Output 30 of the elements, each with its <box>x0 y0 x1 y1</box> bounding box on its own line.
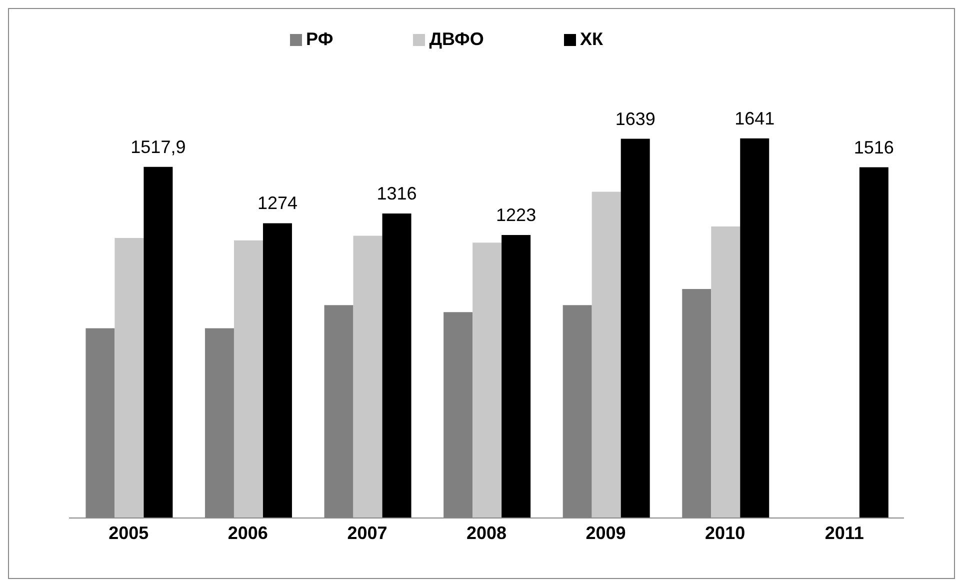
x-tick-label: 2007 <box>347 522 388 543</box>
data-label: 1274 <box>257 193 298 214</box>
legend-label: ДВФО <box>429 29 484 49</box>
bar <box>144 166 173 518</box>
x-tick-label: 2008 <box>466 522 507 543</box>
bar <box>472 242 502 518</box>
bar <box>502 235 531 518</box>
x-tick-label: 2010 <box>705 522 746 543</box>
bar <box>711 226 740 518</box>
bar <box>114 238 144 518</box>
data-label: 1316 <box>376 184 417 204</box>
legend-label: РФ <box>306 29 334 49</box>
bar <box>353 236 382 518</box>
bar <box>740 138 770 518</box>
bar <box>592 192 621 518</box>
data-label: 1517,9 <box>130 136 186 157</box>
data-label: 1639 <box>615 108 656 129</box>
bar <box>620 138 650 518</box>
bar <box>382 214 412 518</box>
x-tick-label: 2011 <box>824 522 864 543</box>
bar <box>262 223 292 518</box>
x-tick-label: 2006 <box>228 522 268 543</box>
x-tick-label: 2009 <box>586 522 626 543</box>
bar <box>234 240 263 518</box>
legend-label: ХК <box>580 29 603 49</box>
x-tick-label: 2005 <box>108 522 149 543</box>
data-label: 1641 <box>734 108 775 128</box>
data-label: 1516 <box>854 137 894 158</box>
bar <box>859 167 888 518</box>
data-label: 1223 <box>496 205 536 226</box>
